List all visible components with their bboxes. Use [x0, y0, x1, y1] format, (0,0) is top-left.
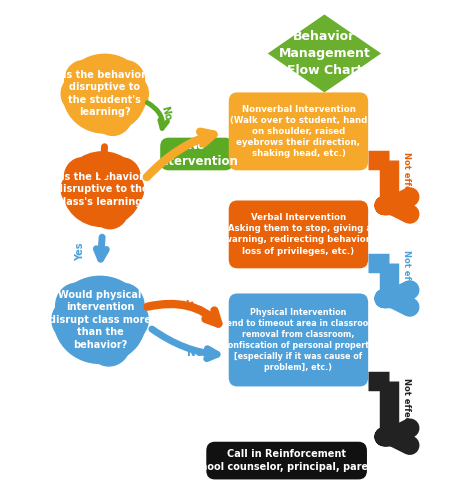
FancyBboxPatch shape [229, 293, 368, 387]
Circle shape [71, 93, 96, 120]
FancyBboxPatch shape [206, 442, 367, 479]
FancyBboxPatch shape [229, 92, 368, 170]
Circle shape [83, 58, 110, 87]
Text: Is the behavior
disruptive to the
class's learning?: Is the behavior disruptive to the class'… [56, 172, 149, 207]
Circle shape [102, 283, 144, 328]
Text: Not effective: Not effective [402, 250, 411, 312]
Circle shape [110, 90, 141, 123]
Circle shape [56, 283, 98, 328]
Circle shape [97, 155, 123, 183]
Circle shape [76, 280, 106, 313]
Text: Would physical
intervention
disrupt class more
than the
behavior?: Would physical intervention disrupt clas… [49, 290, 151, 350]
Text: Verbal Intervention
(Asking them to stop, giving a
warning, redirecting behavior: Verbal Intervention (Asking them to stop… [224, 213, 373, 256]
Text: No
intervention: No intervention [156, 140, 238, 168]
Circle shape [94, 280, 124, 312]
Circle shape [108, 185, 137, 217]
Text: No: No [182, 136, 201, 152]
Ellipse shape [63, 152, 142, 226]
Text: Not effective: Not effective [402, 378, 411, 440]
FancyBboxPatch shape [160, 138, 234, 170]
Circle shape [80, 194, 109, 225]
Circle shape [99, 58, 127, 87]
Text: Nonverbal Intervention
(Walk over to student, hand
on shoulder, raised
eyebrows : Nonverbal Intervention (Walk over to stu… [230, 105, 367, 158]
Text: Yes: Yes [79, 156, 89, 175]
Circle shape [104, 158, 140, 196]
Circle shape [82, 155, 108, 183]
Text: No: No [187, 348, 203, 357]
Text: Yes: Yes [182, 299, 204, 315]
Circle shape [81, 98, 112, 131]
Text: Not effective: Not effective [402, 152, 411, 214]
Circle shape [113, 75, 148, 112]
Circle shape [70, 188, 94, 214]
Text: Is the behavior
disruptive to
the student's
learning?: Is the behavior disruptive to the studen… [63, 70, 146, 117]
Circle shape [63, 319, 91, 349]
Polygon shape [268, 15, 381, 92]
Text: Behavior
Management
Flow Chart: Behavior Management Flow Chart [279, 30, 370, 77]
Ellipse shape [54, 276, 146, 363]
Circle shape [106, 316, 141, 353]
Circle shape [74, 325, 108, 361]
Text: Physical Intervention
(Send to timeout area in classroom,
removal from classroom: Physical Intervention (Send to timeout a… [217, 308, 380, 372]
Circle shape [87, 321, 130, 366]
Circle shape [64, 60, 102, 101]
Circle shape [110, 171, 144, 207]
Circle shape [107, 60, 145, 101]
Circle shape [52, 299, 91, 340]
Text: No: No [159, 105, 173, 122]
Circle shape [109, 299, 148, 341]
Circle shape [61, 75, 96, 112]
Circle shape [64, 158, 100, 196]
Circle shape [61, 172, 94, 207]
FancyBboxPatch shape [229, 201, 368, 268]
Ellipse shape [63, 54, 146, 133]
Text: Yes: Yes [75, 243, 85, 261]
Circle shape [93, 94, 132, 136]
Circle shape [91, 190, 128, 229]
Text: Call in Reinforcement
(School counselor, principal, parents): Call in Reinforcement (School counselor,… [183, 450, 390, 472]
